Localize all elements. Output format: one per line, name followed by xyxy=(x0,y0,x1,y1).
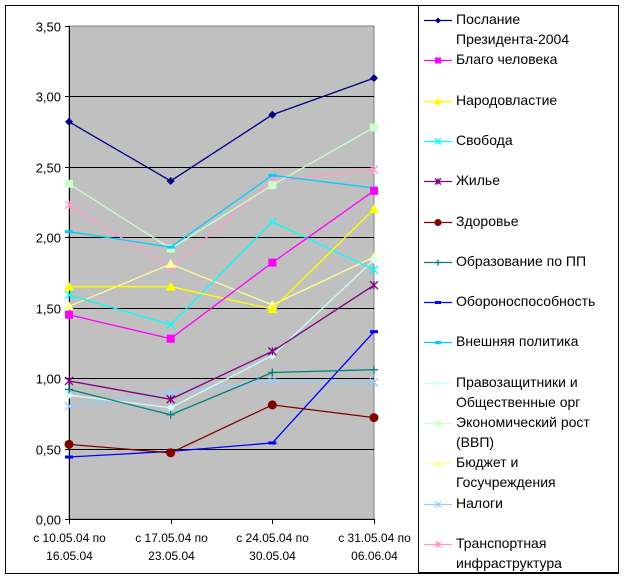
data-point xyxy=(370,330,378,333)
legend-swatch xyxy=(423,497,453,511)
x-tick-label: с 10.05.04 по xyxy=(33,531,106,545)
legend-label: Внешняя политика xyxy=(456,331,621,351)
legend-item: Обороноспособность xyxy=(419,291,619,331)
legend-label: Народовластие xyxy=(456,90,621,110)
data-point xyxy=(268,174,276,177)
data-point xyxy=(65,440,74,449)
legend-swatch xyxy=(423,174,453,188)
legend-label: Послание Президента-2004 xyxy=(456,9,621,49)
y-tick-label: 3,00 xyxy=(36,90,61,105)
legend-item: Экономический рост (ВВП) xyxy=(419,412,619,452)
legend-item: Народовластие xyxy=(419,90,619,130)
data-point xyxy=(268,181,276,189)
data-point xyxy=(370,413,379,422)
legend-item: Здоровье xyxy=(419,211,619,251)
legend: Послание Президента-2004 Благо человека На… xyxy=(418,5,619,573)
data-point xyxy=(65,311,73,319)
legend-label: Свобода xyxy=(456,130,621,150)
data-point xyxy=(166,448,175,457)
legend-item: Налоги xyxy=(419,493,619,533)
data-point xyxy=(370,187,378,195)
x-tick-label: 23.05.04 xyxy=(148,549,195,563)
legend-swatch xyxy=(423,134,453,148)
y-tick-label: 0,50 xyxy=(36,443,61,458)
x-tick-label: 06.06.04 xyxy=(351,549,398,563)
legend-label: Налоги xyxy=(456,493,621,513)
data-point xyxy=(167,335,175,343)
y-tick-label: 0,00 xyxy=(36,513,61,528)
marker-plus xyxy=(435,259,441,265)
legend-item: Образование по ПП xyxy=(419,251,619,291)
legend-item: Правозащитники и Общественные орг xyxy=(419,372,619,412)
legend-swatch xyxy=(423,335,453,349)
line-chart: 0,00 0,50 1,00 1,50 2,00 2,50 3,00 3,50 с 10.05.… xyxy=(0,0,418,575)
data-point xyxy=(268,259,276,267)
y-tick-label: 2,00 xyxy=(36,231,61,246)
legend-swatch xyxy=(423,416,453,430)
y-tick-label: 3,50 xyxy=(36,20,61,35)
x-tick-label: с 17.05.04 по xyxy=(135,531,208,545)
legend-swatch xyxy=(423,295,453,309)
y-tick-label: 1,00 xyxy=(36,372,61,387)
legend-swatch xyxy=(423,537,453,551)
legend-item: Послание Президента-2004 xyxy=(419,9,619,49)
legend-swatch xyxy=(423,255,453,269)
legend-label: Бюджет и Госучреждения xyxy=(456,452,621,492)
x-tick-label: 16.05.04 xyxy=(46,549,93,563)
legend-label: Правозащитники и Общественные орг xyxy=(456,372,621,412)
legend-label: Транспортная инфраструктура xyxy=(456,533,621,573)
data-point xyxy=(167,246,175,249)
marker-circle xyxy=(435,219,442,226)
marker-square xyxy=(435,421,441,427)
legend-item: Свобода xyxy=(419,130,619,170)
legend-item: Транспортная инфраструктура xyxy=(419,533,619,573)
x-tick-label: с 31.05.04 по xyxy=(338,531,411,545)
x-tick-label: 30.05.04 xyxy=(249,549,296,563)
legend-item: Бюджет и Госучреждения xyxy=(419,452,619,492)
marker-dash xyxy=(435,341,441,344)
legend-label: Экономический рост (ВВП) xyxy=(456,412,621,452)
legend-item: Жилье xyxy=(419,170,619,210)
marker-diamond xyxy=(435,18,441,24)
legend-label: Благо человека xyxy=(456,49,621,69)
legend-item: Внешняя политика xyxy=(419,331,619,371)
legend-swatch xyxy=(423,215,453,229)
legend-swatch xyxy=(423,376,453,390)
data-point xyxy=(65,456,73,459)
data-point xyxy=(268,400,277,409)
y-tick-label: 1,50 xyxy=(36,302,61,317)
legend-item: Благо человека xyxy=(419,49,619,89)
legend-swatch xyxy=(423,94,453,108)
legend-label: Здоровье xyxy=(456,211,621,231)
legend-swatch xyxy=(423,53,453,67)
x-tick-label: с 24.05.04 по xyxy=(236,531,309,545)
data-point xyxy=(65,230,73,233)
marker-diamond xyxy=(435,380,441,386)
data-point xyxy=(65,180,73,188)
data-point xyxy=(268,441,276,444)
y-tick-label: 2,50 xyxy=(36,161,61,176)
marker-dash xyxy=(435,301,441,304)
legend-label: Образование по ПП xyxy=(456,251,621,271)
marker-square xyxy=(435,58,441,64)
legend-label: Обороноспособность xyxy=(456,291,621,311)
data-point xyxy=(370,123,378,131)
legend-swatch xyxy=(423,13,453,27)
legend-label: Жилье xyxy=(456,170,621,190)
legend-swatch xyxy=(423,456,453,470)
